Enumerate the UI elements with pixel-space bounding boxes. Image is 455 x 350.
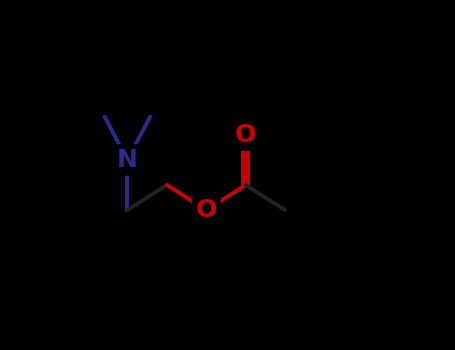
Text: N: N bbox=[117, 148, 138, 172]
Text: O: O bbox=[235, 123, 256, 147]
Text: O: O bbox=[196, 198, 217, 222]
